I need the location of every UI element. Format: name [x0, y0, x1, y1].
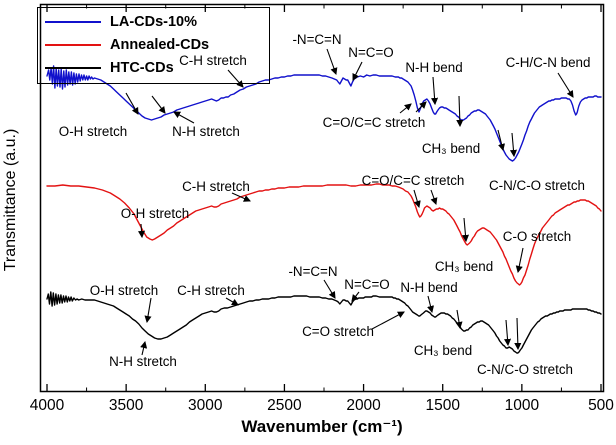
x-tick-label: 4000 — [29, 397, 65, 414]
annotation-arrow — [140, 340, 148, 356]
annotation-arrow — [515, 247, 524, 274]
annotation-arrow — [173, 111, 195, 124]
annotation-arrow — [514, 317, 522, 351]
annotation-arrow — [427, 295, 434, 314]
spectrum-LA-CDs-10% — [46, 65, 602, 162]
annotation-c-n-c-o-stretch: C-N/C-O stretch — [489, 177, 585, 193]
legend-label: HTC-CDs — [110, 60, 174, 76]
annotation-c-h-stretch: C-H stretch — [177, 282, 245, 298]
x-tick-label: 500 — [588, 397, 614, 414]
annotation-arrow — [225, 297, 239, 306]
annotation-arrow — [430, 76, 439, 106]
annotation-arrow — [456, 95, 464, 128]
spectrum-HTC-CDs — [46, 291, 602, 354]
annotation-arrow — [413, 189, 421, 209]
annotation-arrow — [430, 189, 438, 206]
annotation-arrow — [323, 279, 336, 299]
annotation-arrow — [144, 297, 152, 324]
annotation-arrow — [125, 92, 139, 115]
annotation-arrow — [371, 311, 405, 330]
annotation-ch-bend: CH₃ bend — [421, 140, 481, 156]
annotation-arrow — [352, 61, 363, 81]
annotation-arrow — [227, 69, 244, 88]
annotation-c-o-stretch: C-O stretch — [502, 228, 572, 244]
annotation-c-h-stretch: C-H stretch — [179, 52, 247, 68]
legend-line-sample-blue — [45, 21, 101, 23]
x-tick-label: 2500 — [267, 397, 302, 414]
x-tick-label: 3000 — [188, 397, 223, 414]
x-tick-label: 1000 — [504, 397, 540, 414]
annotation-arrow — [415, 101, 427, 113]
legend-item: LA-CDs-10% — [45, 12, 269, 32]
annotation-arrow — [399, 103, 412, 114]
legend-item: Annealed-CDs — [45, 35, 269, 55]
annotation-arrow — [351, 291, 360, 302]
legend-label: LA-CDs-10% — [110, 14, 198, 30]
annotation-arrow — [509, 132, 518, 158]
y-axis-title: Transmittance (a.u.) — [2, 128, 19, 272]
annotation-c-o-stretch: C=O stretch — [302, 323, 374, 339]
x-axis-title: Wavenumber (cm⁻¹) — [241, 417, 403, 436]
legend-label: Annealed-CDs — [110, 37, 210, 53]
annotation-arrow — [231, 192, 251, 202]
x-tick-label: 3500 — [108, 397, 144, 414]
annotation-ch-bend: CH₃ bend — [413, 342, 473, 358]
x-tick-label: 1500 — [425, 397, 460, 414]
annotation-c-n-c-o-stretch: C-N/C-O stretch — [477, 361, 573, 377]
annotation-c-h-c-n-bend: C-H/C-N bend — [505, 54, 591, 70]
spectrum-Annealed-CDs — [46, 183, 602, 286]
annotation-arrow — [557, 72, 574, 98]
annotation-n-c-n: -N=C=N — [292, 31, 342, 47]
annotation-n-h-bend: N-H bend — [405, 59, 463, 75]
annotation-n-c-o: N=C=O — [344, 276, 390, 292]
annotation-c-o-c-c-stretch: C=O/C=C stretch — [322, 114, 426, 130]
plot-frame — [39, 3, 605, 393]
annotation-o-h-stretch: O-H stretch — [58, 123, 128, 139]
legend: LA-CDs-10% Annealed-CDs HTC-CDs — [37, 7, 270, 84]
annotation-arrow — [461, 217, 470, 243]
annotation-arrow — [326, 48, 338, 76]
annotation-n-h-bend: N-H bend — [400, 279, 458, 295]
annotation-ch-bend: CH₃ bend — [434, 258, 494, 274]
annotation-n-c-o: N=C=O — [348, 44, 394, 60]
x-tick-label: 2000 — [346, 397, 381, 414]
annotation-n-h-stretch: N-H stretch — [109, 353, 177, 369]
annotation-arrow — [503, 319, 512, 347]
annotation-arrow — [455, 309, 463, 330]
annotation-n-h-stretch: N-H stretch — [172, 123, 240, 139]
annotation-c-o-c-c-stretch: C=O/C=C stretch — [361, 172, 465, 188]
legend-item: HTC-CDs — [45, 58, 269, 78]
annotation-arrow — [137, 223, 146, 239]
annotation-c-h-stretch: C-H stretch — [182, 178, 250, 194]
annotation-o-h-stretch: O-H stretch — [89, 282, 159, 298]
legend-line-sample-red — [45, 44, 101, 46]
annotation-n-c-n: -N=C=N — [288, 263, 338, 279]
annotation-arrow — [151, 95, 166, 114]
legend-line-sample-black — [45, 67, 101, 69]
annotation-arrow — [497, 129, 505, 152]
annotation-o-h-stretch: O-H stretch — [120, 205, 190, 221]
